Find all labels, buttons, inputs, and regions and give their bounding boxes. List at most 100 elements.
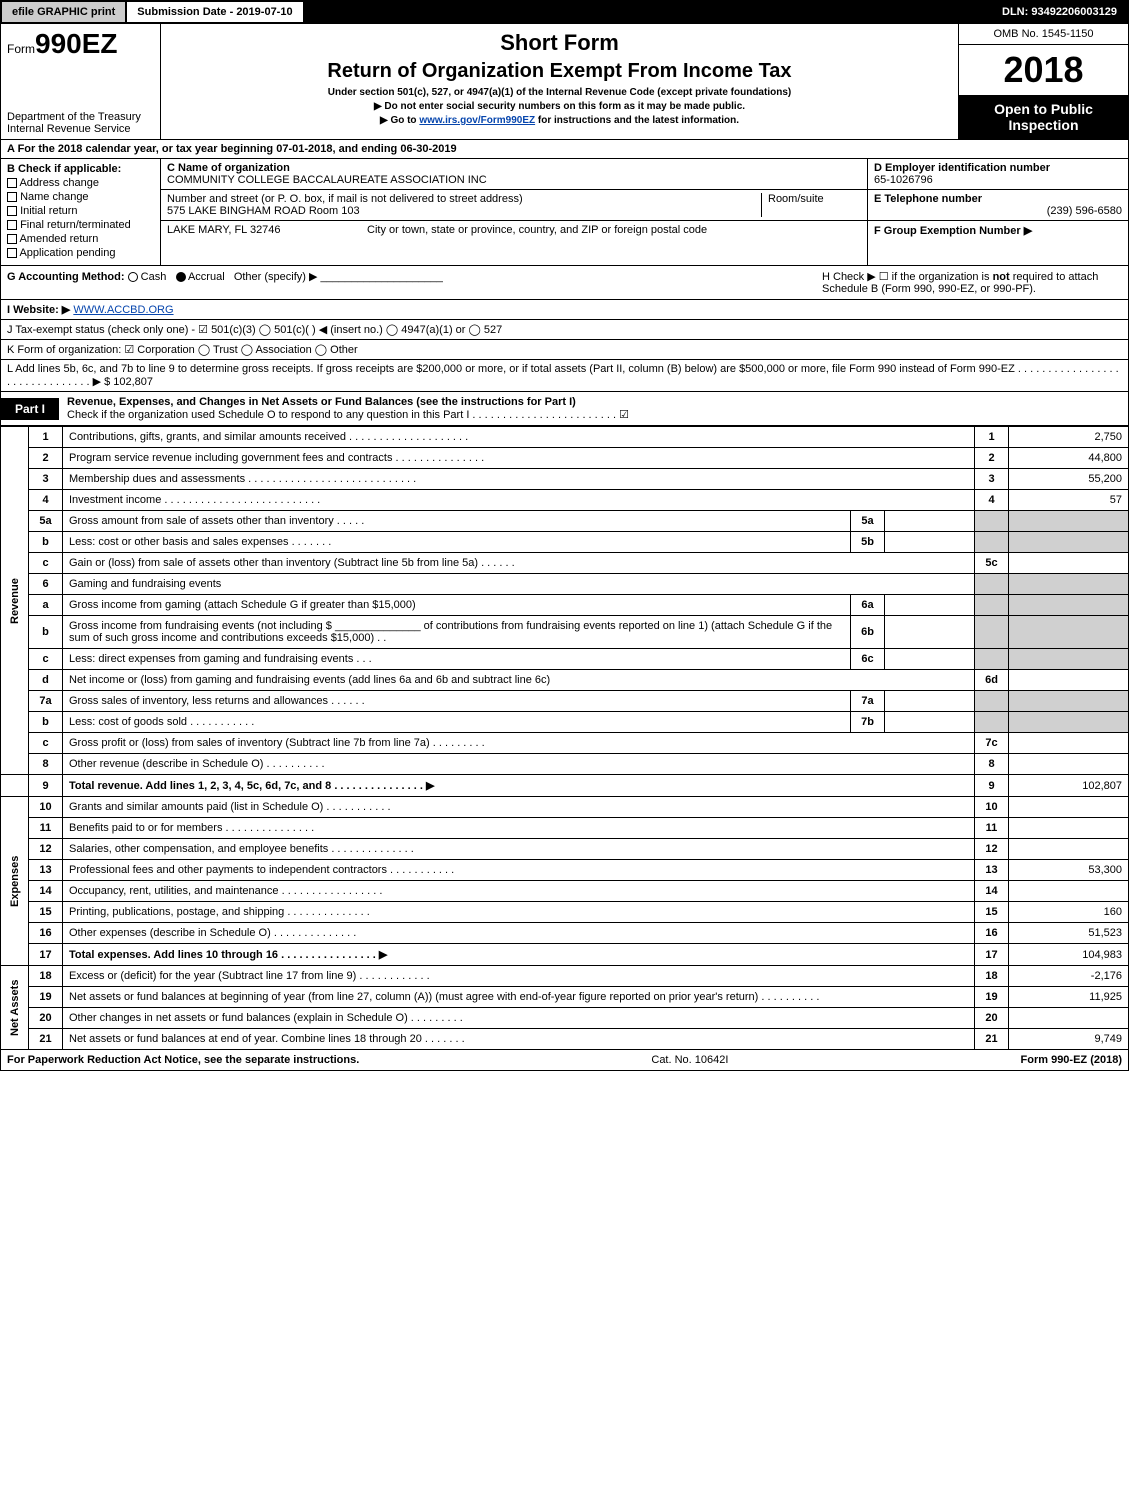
city-value: LAKE MARY, FL 32746	[167, 224, 347, 236]
row-gh: G Accounting Method: Cash Accrual Other …	[0, 266, 1129, 300]
num: 1	[975, 427, 1009, 448]
row-a-begin: 07-01-2018	[276, 143, 332, 155]
submission-date: Submission Date - 2019-07-10	[127, 2, 304, 22]
form-title-1: Short Form	[171, 30, 948, 56]
row-a-tax-year: A For the 2018 calendar year, or tax yea…	[0, 140, 1129, 159]
amt: 11,925	[1009, 987, 1129, 1008]
line-3: 3 Membership dues and assessments . . . …	[1, 469, 1129, 490]
dept-line1: Department of the Treasury	[7, 111, 154, 123]
l-text: L Add lines 5b, 6c, and 7b to line 9 to …	[7, 363, 1119, 388]
city-label: City or town, state or province, country…	[347, 224, 707, 236]
ln: d	[29, 670, 63, 691]
amt	[1009, 691, 1129, 712]
desc: Printing, publications, postage, and shi…	[63, 902, 975, 923]
num: 20	[975, 1008, 1009, 1029]
mini-val	[885, 616, 975, 649]
h-text1: H Check ▶ ☐ if the organization is	[822, 271, 993, 283]
num	[975, 574, 1009, 595]
website-link[interactable]: WWW.ACCBD.ORG	[73, 304, 173, 316]
part-1-tab: Part I	[1, 398, 59, 420]
section-b: B Check if applicable: Address change Na…	[1, 159, 161, 265]
f-group-row: F Group Exemption Number ▶	[868, 221, 1128, 240]
part-1-title: Revenue, Expenses, and Changes in Net As…	[59, 392, 1128, 425]
desc: Membership dues and assessments . . . . …	[63, 469, 975, 490]
amt	[1009, 532, 1129, 553]
line-17: 17 Total expenses. Add lines 10 through …	[1, 944, 1129, 966]
g-accounting: G Accounting Method: Cash Accrual Other …	[7, 270, 443, 295]
ln: 4	[29, 490, 63, 511]
amt	[1009, 616, 1129, 649]
amt	[1009, 754, 1129, 775]
desc: Gaming and fundraising events	[63, 574, 975, 595]
checkbox-icon	[7, 178, 17, 188]
ln: c	[29, 733, 63, 754]
num: 15	[975, 902, 1009, 923]
num	[975, 616, 1009, 649]
checkbox-icon	[7, 234, 17, 244]
row-j-tax-exempt: J Tax-exempt status (check only one) - ☑…	[0, 320, 1129, 340]
chk-name-change[interactable]: Name change	[7, 191, 154, 203]
num: 5c	[975, 553, 1009, 574]
d-label: D Employer identification number	[874, 162, 1122, 174]
ln: 5a	[29, 511, 63, 532]
desc: Other expenses (describe in Schedule O) …	[63, 923, 975, 944]
line-21: 21 Net assets or fund balances at end of…	[1, 1029, 1129, 1050]
ln: 16	[29, 923, 63, 944]
block-bcde: B Check if applicable: Address change Na…	[0, 159, 1129, 266]
radio-icon[interactable]	[128, 272, 138, 282]
ln: 19	[29, 987, 63, 1008]
amt: 2,750	[1009, 427, 1129, 448]
num: 8	[975, 754, 1009, 775]
num: 13	[975, 860, 1009, 881]
efile-print-button[interactable]: efile GRAPHIC print	[2, 2, 127, 22]
num: 6d	[975, 670, 1009, 691]
tax-year: 2018	[959, 45, 1128, 95]
ln: b	[29, 532, 63, 553]
amt: 9,749	[1009, 1029, 1129, 1050]
amt	[1009, 574, 1129, 595]
chk-initial-return[interactable]: Initial return	[7, 205, 154, 217]
mini-ln: 6c	[851, 649, 885, 670]
desc: Grants and similar amounts paid (list in…	[63, 797, 975, 818]
c-address-row: Number and street (or P. O. box, if mail…	[161, 190, 867, 221]
amt	[1009, 881, 1129, 902]
ln: 12	[29, 839, 63, 860]
c-org-name-row: C Name of organization COMMUNITY COLLEGE…	[161, 159, 867, 190]
amt	[1009, 670, 1129, 691]
department-label: Department of the Treasury Internal Reve…	[7, 111, 154, 135]
num	[975, 691, 1009, 712]
chk-address-change[interactable]: Address change	[7, 177, 154, 189]
desc: Gross sales of inventory, less returns a…	[63, 691, 851, 712]
mini-val	[885, 532, 975, 553]
radio-icon[interactable]	[176, 272, 186, 282]
checkbox-icon	[7, 248, 17, 258]
chk-label: Application pending	[19, 247, 115, 259]
open-public-1: Open to Public	[963, 101, 1124, 117]
amt: 51,523	[1009, 923, 1129, 944]
amt: 55,200	[1009, 469, 1129, 490]
desc: Gross amount from sale of assets other t…	[63, 511, 851, 532]
num: 12	[975, 839, 1009, 860]
chk-amended-return[interactable]: Amended return	[7, 233, 154, 245]
num: 7c	[975, 733, 1009, 754]
ln: 15	[29, 902, 63, 923]
num: 10	[975, 797, 1009, 818]
ln: 20	[29, 1008, 63, 1029]
amt	[1009, 818, 1129, 839]
mini-val	[885, 691, 975, 712]
org-name: COMMUNITY COLLEGE BACCALAUREATE ASSOCIAT…	[167, 174, 861, 186]
desc: Gross income from fundraising events (no…	[63, 616, 851, 649]
line-5c: c Gain or (loss) from sale of assets oth…	[1, 553, 1129, 574]
line-8: 8 Other revenue (describe in Schedule O)…	[1, 754, 1129, 775]
g-cash: Cash	[141, 271, 167, 283]
line-12: 12 Salaries, other compensation, and emp…	[1, 839, 1129, 860]
h-not: not	[993, 271, 1010, 283]
i-label: I Website: ▶	[7, 304, 70, 316]
c-label-text: C Name of organization	[167, 162, 290, 174]
ln: 2	[29, 448, 63, 469]
chk-application-pending[interactable]: Application pending	[7, 247, 154, 259]
num: 16	[975, 923, 1009, 944]
desc: Other changes in net assets or fund bala…	[63, 1008, 975, 1029]
chk-final-return[interactable]: Final return/terminated	[7, 219, 154, 231]
irs-link[interactable]: www.irs.gov/Form990EZ	[419, 115, 535, 126]
